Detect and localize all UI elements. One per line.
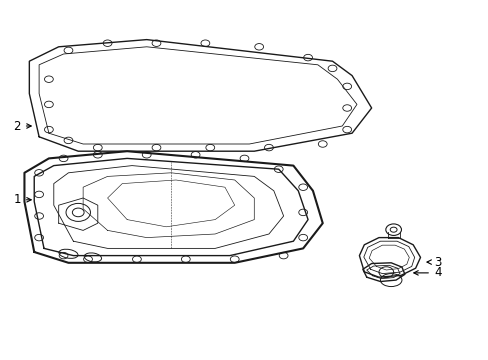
Text: 3: 3	[426, 256, 441, 269]
Text: 1: 1	[13, 193, 31, 206]
Text: 4: 4	[413, 266, 441, 279]
Text: 2: 2	[13, 120, 31, 132]
